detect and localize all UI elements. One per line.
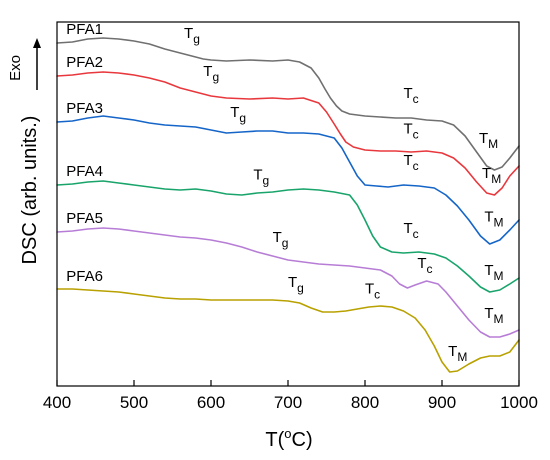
x-tick-label: 900 <box>428 393 456 412</box>
x-tick-label: 800 <box>351 393 379 412</box>
series-curves <box>56 37 520 373</box>
x-axis-label: T(oC) <box>265 426 312 451</box>
x-axis-ticks: 400 500 600 700 800 900 1000 <box>43 380 538 412</box>
annotation-tc-pfa4: Tc <box>404 220 419 241</box>
exo-label: Exo <box>7 55 24 81</box>
series-pfa3-curve <box>56 115 520 245</box>
annotation-tm-pfa6: TM <box>448 343 467 364</box>
annotation-tc-pfa5: Tc <box>417 255 432 276</box>
annotation-tg-pfa2: Tg <box>203 63 219 84</box>
annotation-tc-pfa1: Tc <box>404 85 419 106</box>
annotation-tg-pfa3: Tg <box>230 104 246 125</box>
x-axis-label-unit: C) <box>292 429 313 451</box>
series-pfa2-label: PFA2 <box>66 54 103 71</box>
series-pfa5-curve <box>56 227 520 338</box>
annotation-tg-pfa4: Tg <box>253 167 269 188</box>
x-tick-label: 1000 <box>500 393 538 412</box>
series-pfa5-label: PFA5 <box>66 210 103 227</box>
series-pfa6-curve <box>56 288 520 373</box>
annotation-tm-pfa4: TM <box>484 262 503 283</box>
annotation-tc-pfa2: Tc <box>404 121 419 142</box>
annotation-tm-pfa1: TM <box>479 130 498 151</box>
annotation-tc-pfa3: Tc <box>404 152 419 173</box>
series-pfa4-curve <box>56 180 520 293</box>
y-axis-label: DSC (arb. units.) <box>19 116 41 265</box>
x-axis-label-degree: o <box>284 426 291 441</box>
annotation-tg-pfa1: Tg <box>184 25 200 46</box>
annotation-tg-pfa6: Tg <box>288 274 304 295</box>
series-pfa1-curve <box>56 37 520 171</box>
x-tick-label: 500 <box>120 393 148 412</box>
series-pfa2-curve <box>56 71 520 196</box>
x-tick-label: 700 <box>274 393 302 412</box>
x-tick-label: 400 <box>43 393 71 412</box>
annotation-tm-pfa3: TM <box>484 208 503 229</box>
series-pfa4-label: PFA4 <box>66 163 103 180</box>
exo-arrow-icon <box>33 38 41 90</box>
series-pfa6-label: PFA6 <box>66 268 103 285</box>
annotation-tm-pfa5: TM <box>484 305 503 326</box>
series-pfa1-label: PFA1 <box>66 21 103 38</box>
series-pfa3-label: PFA3 <box>66 100 103 117</box>
x-axis-label-head: T( <box>265 429 284 451</box>
x-tick-label: 600 <box>197 393 225 412</box>
annotation-tg-pfa5: Tg <box>273 229 289 250</box>
series-labels: PFA1 PFA2 PFA3 PFA4 PFA5 PFA6 <box>66 21 103 285</box>
annotation-tm-pfa2: TM <box>482 165 501 186</box>
annotation-tc-pfa6: Tc <box>365 281 380 302</box>
